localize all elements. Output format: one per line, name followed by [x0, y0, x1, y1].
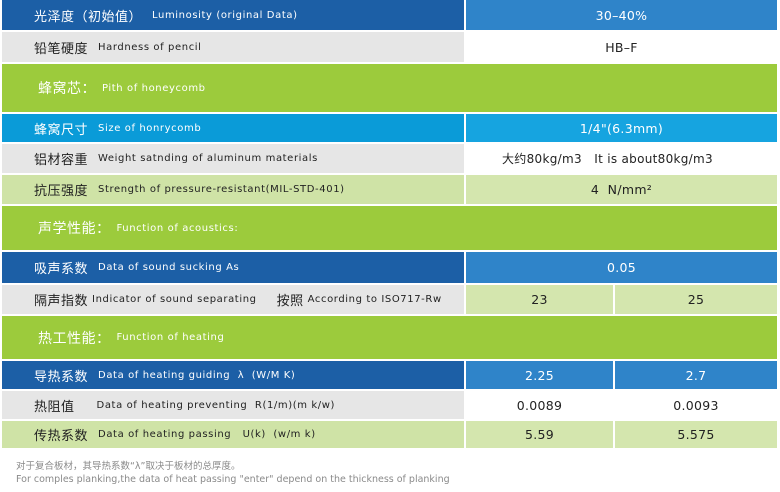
value-b: 0.0093: [673, 397, 719, 413]
value-cell-b: 5.575: [615, 421, 777, 448]
value-cell: 30–40%: [466, 0, 777, 30]
row-comb-size: 蜂窝尺寸 Size of honrycomb 1/4"(6.3mm): [0, 114, 780, 142]
value-cell-b: 0.0093: [615, 391, 777, 419]
label-en: Data of heating guiding λ (W/M K): [98, 369, 296, 381]
value-cell: HB–F: [466, 32, 777, 62]
value-cell-a: 5.59: [466, 421, 613, 448]
label-cell: 传热系数 Data of heating passing U(k) (w/m k…: [2, 421, 464, 448]
value: 4 N/mm²: [590, 182, 653, 197]
value-cell-a: 23: [466, 285, 613, 314]
value-cell: 4 N/mm²: [466, 175, 777, 204]
value-cell-b: 25: [615, 285, 777, 314]
section-en: Function of acoustics:: [116, 222, 239, 234]
value-b: 25: [687, 292, 705, 307]
value: 30–40%: [595, 7, 648, 23]
label-cell: 蜂窝尺寸 Size of honrycomb: [2, 114, 464, 142]
label-zh: 铝材容重: [34, 153, 89, 168]
label-zh: 蜂窝尺寸: [34, 122, 89, 138]
row-heat-preventing: 热阻值 Data of heating preventing R(1/m)(m …: [0, 391, 780, 419]
label-zh: 光泽度（初始值）: [34, 9, 143, 25]
label-cell: 铅笔硬度 Hardness of pencil: [2, 32, 464, 62]
value-cell-a: 0.0089: [466, 391, 613, 419]
label-en: Indicator of sound separating: [92, 294, 257, 305]
value: 1/4"(6.3mm): [579, 120, 664, 136]
label-en: Data of sound sucking As: [98, 262, 240, 273]
row-hardness: 铅笔硬度 Hardness of pencil HB–F: [0, 32, 780, 62]
footnote-zh: 对于复合板材，其导热系数“λ”取决于板材的总厚度。: [16, 461, 241, 472]
row-luminosity: 光泽度（初始值） Luminosity (original Data) 30–4…: [0, 0, 780, 30]
label-cell: 吸声系数 Data of sound sucking As: [2, 252, 464, 283]
label-cell: 光泽度（初始值） Luminosity (original Data): [2, 0, 464, 30]
section-en: Function of heating: [116, 332, 225, 343]
footnote-en: For comples planking,the data of heat pa…: [16, 474, 450, 485]
section-en: Pith of honeycomb: [102, 82, 206, 94]
label-cell: 铝材容重 Weight satnding of aluminum materia…: [2, 144, 464, 173]
section-zh: 热工性能：: [38, 330, 111, 347]
section-header: 声学性能： Function of acoustics:: [2, 206, 777, 250]
label-zh: 导热系数: [34, 369, 89, 385]
label-zh: 抗压强度: [34, 184, 89, 199]
section-heating: 热工性能： Function of heating: [0, 316, 780, 359]
label-zh: 传热系数: [34, 429, 89, 444]
value-b: 2.7: [685, 367, 707, 383]
row-pressure: 抗压强度 Strength of pressure-resistant(MIL-…: [0, 175, 780, 204]
label-en: Hardness of pencil: [98, 41, 202, 53]
label-en-2: According to ISO717-Rw: [307, 294, 442, 305]
section-zh: 声学性能：: [38, 221, 111, 237]
row-sound-separating: 隔声指数 Indicator of sound separating 按照 Ac…: [0, 285, 780, 314]
value-cell-b: 2.7: [615, 361, 777, 389]
value: 大约80kg/m3 It is about80kg/m3: [502, 152, 713, 166]
value-b: 5.575: [677, 427, 715, 442]
value-a: 23: [531, 292, 548, 307]
value-cell-a: 2.25: [466, 361, 613, 389]
label-zh: 铅笔硬度: [34, 41, 89, 57]
label-en: Data of heating passing U(k) (w/m k): [98, 429, 316, 440]
section-zh: 蜂窝芯：: [38, 81, 96, 97]
section-header: 蜂窝芯： Pith of honeycomb: [2, 64, 777, 112]
value: HB–F: [605, 39, 638, 55]
row-aluminum-weight: 铝材容重 Weight satnding of aluminum materia…: [0, 144, 780, 173]
value-a: 5.59: [524, 427, 555, 442]
label-cell: 抗压强度 Strength of pressure-resistant(MIL-…: [2, 175, 464, 204]
row-heat-guiding: 导热系数 Data of heating guiding λ (W/M K) 2…: [0, 361, 780, 389]
label-en: Data of heating preventing R(1/m)(m k/w): [96, 399, 335, 411]
row-sound-sucking: 吸声系数 Data of sound sucking As 0.05: [0, 252, 780, 283]
label-zh: 吸声系数: [34, 262, 89, 277]
value-a: 0.0089: [516, 397, 563, 413]
label-en: Size of honrycomb: [98, 122, 202, 134]
section-acoustics: 声学性能： Function of acoustics:: [0, 206, 780, 250]
label-en: Luminosity (original Data): [152, 9, 298, 21]
label-en: Weight satnding of aluminum materials: [98, 153, 318, 164]
value-a: 2.25: [524, 367, 555, 383]
section-honeycomb: 蜂窝芯： Pith of honeycomb: [0, 64, 780, 112]
label-cell: 导热系数 Data of heating guiding λ (W/M K): [2, 361, 464, 389]
value: 0.05: [606, 260, 637, 275]
label-zh: 热阻值: [34, 399, 75, 415]
row-heat-passing: 传热系数 Data of heating passing U(k) (w/m k…: [0, 421, 780, 448]
label-en: Strength of pressure-resistant(MIL-STD-4…: [98, 184, 345, 195]
value-cell: 0.05: [466, 252, 777, 283]
value-cell: 1/4"(6.3mm): [466, 114, 777, 142]
label-zh: 隔声指数: [34, 294, 89, 309]
label-zh-2: 按照: [276, 294, 304, 309]
section-header: 热工性能： Function of heating: [2, 316, 777, 359]
label-cell: 热阻值 Data of heating preventing R(1/m)(m …: [2, 391, 464, 419]
label-cell: 隔声指数 Indicator of sound separating 按照 Ac…: [2, 285, 464, 314]
value-cell: 大约80kg/m3 It is about80kg/m3: [466, 144, 777, 173]
